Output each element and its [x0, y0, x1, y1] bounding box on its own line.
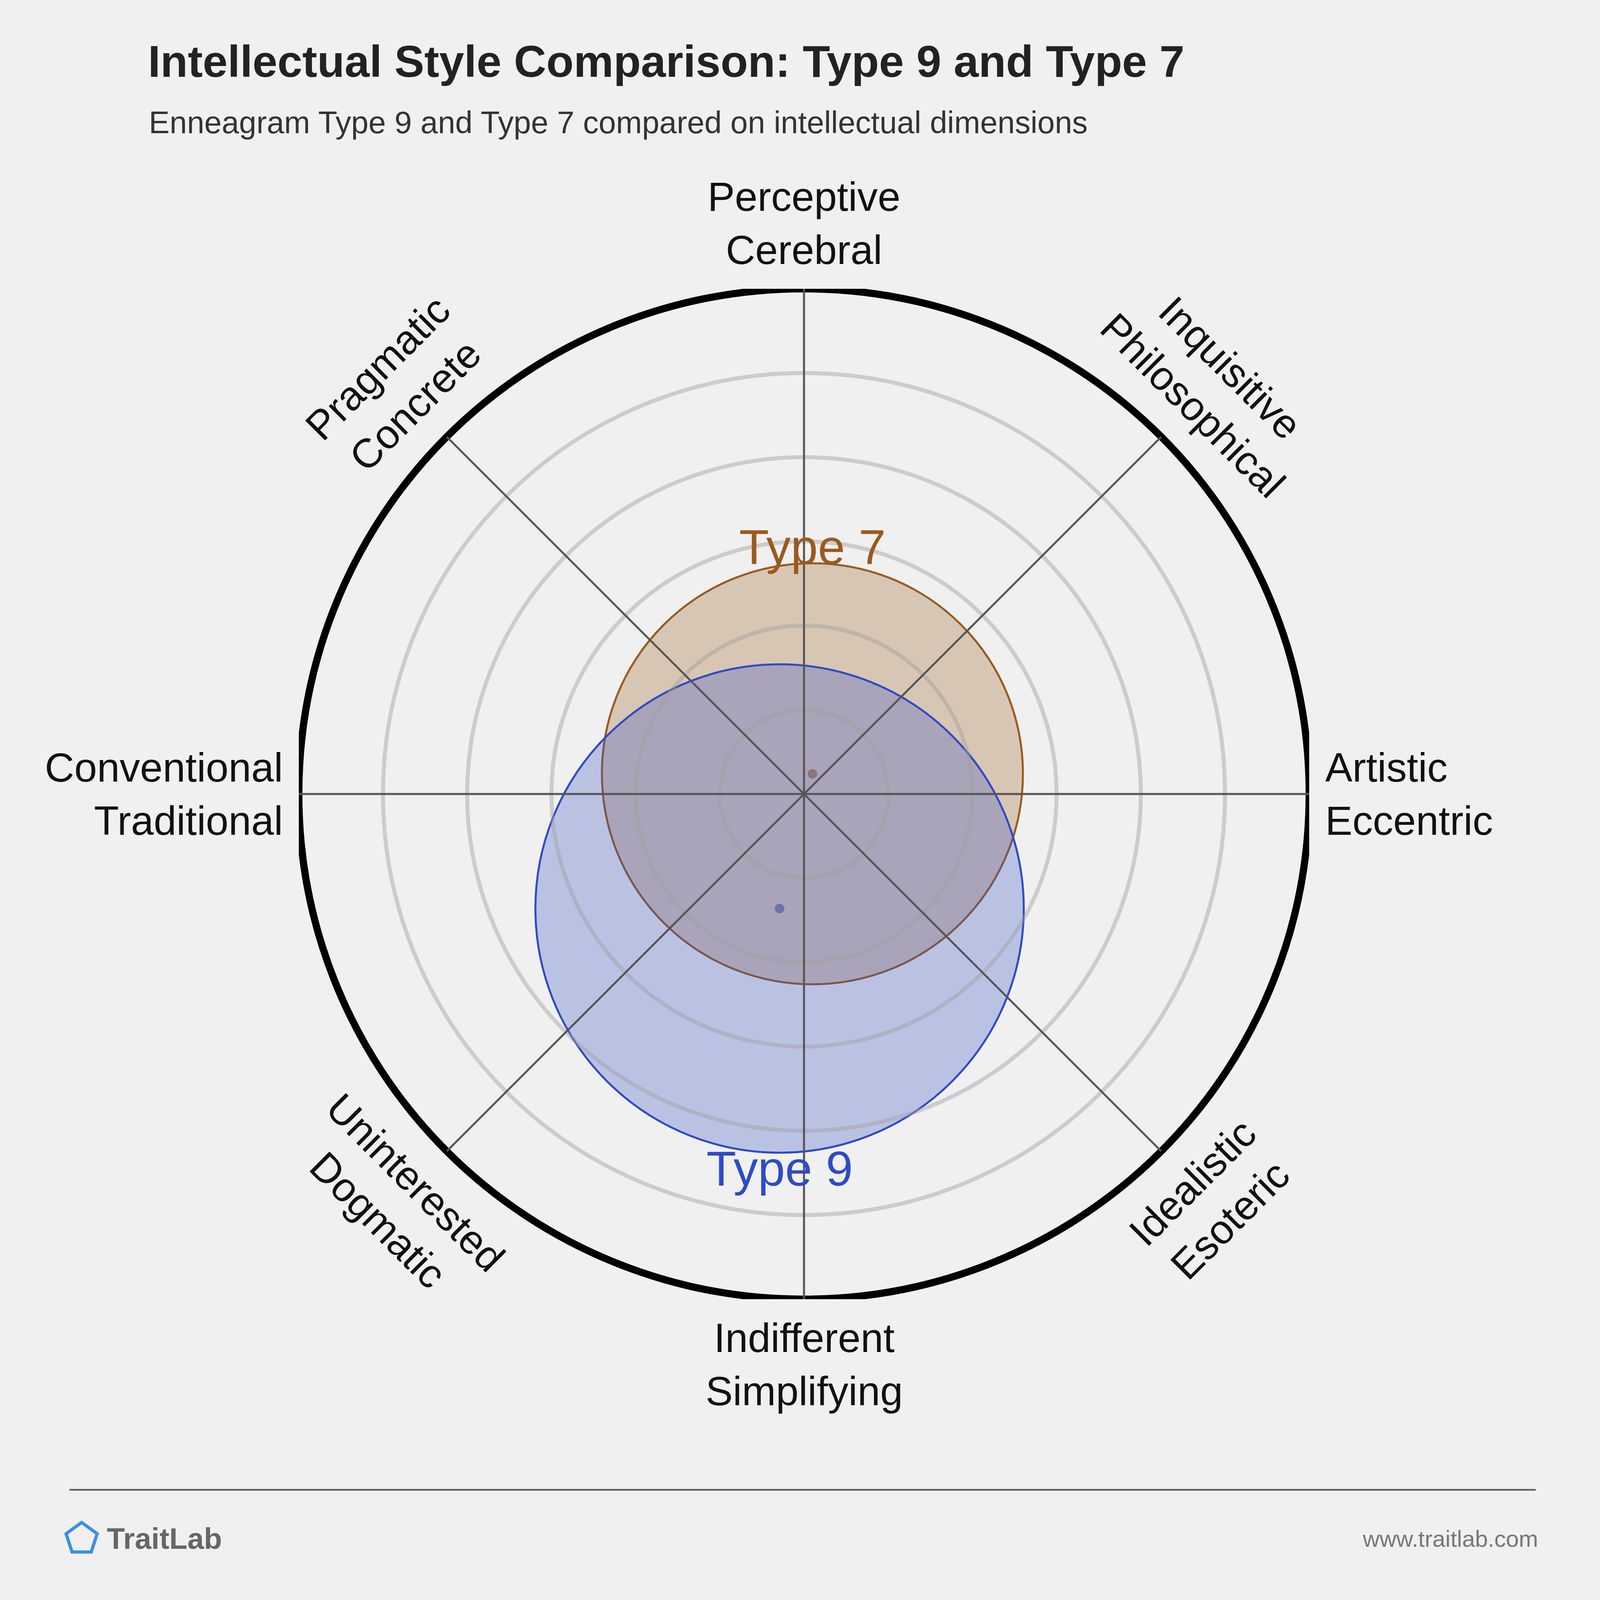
svg-text:IdealisticEsoteric: IdealisticEsoteric [1120, 1110, 1303, 1293]
svg-text:PragmaticConcrete: PragmaticConcrete [296, 286, 497, 487]
svg-text:Type 9: Type 9 [706, 1141, 853, 1196]
svg-text:UninterestedDogmatic: UninterestedDogmatic [280, 1084, 514, 1318]
svg-text:ConventionalTraditional: ConventionalTraditional [44, 744, 283, 844]
svg-text:PerceptiveCerebral: PerceptiveCerebral [707, 174, 901, 273]
svg-text:ArtisticEccentric: ArtisticEccentric [1325, 744, 1493, 844]
svg-text:TraitLab: TraitLab [106, 1522, 222, 1556]
svg-text:www.traitlab.com: www.traitlab.com [1362, 1525, 1538, 1552]
svg-text:Type 7: Type 7 [739, 520, 886, 575]
svg-text:Intellectual Style Comparison:: Intellectual Style Comparison: Type 9 an… [148, 36, 1185, 87]
svg-text:InquisitivePhilosophical: InquisitivePhilosophical [1091, 266, 1332, 507]
svg-text:Enneagram Type 9 and Type 7 co: Enneagram Type 9 and Type 7 compared on … [148, 104, 1088, 140]
svg-text:IndifferentSimplifying: IndifferentSimplifying [705, 1315, 903, 1414]
